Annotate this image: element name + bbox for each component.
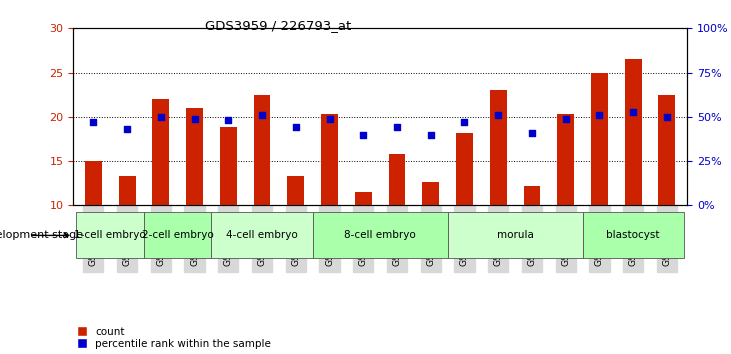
Point xyxy=(324,116,336,121)
Legend: count, percentile rank within the sample: count, percentile rank within the sample xyxy=(78,327,271,349)
Text: 8-cell embryo: 8-cell embryo xyxy=(344,230,416,240)
Bar xyxy=(77,212,144,258)
Bar xyxy=(186,108,203,205)
Bar xyxy=(254,95,270,205)
Bar xyxy=(152,99,170,205)
Text: 4-cell embryo: 4-cell embryo xyxy=(226,230,298,240)
Point xyxy=(627,109,639,114)
Bar xyxy=(557,114,574,205)
Bar xyxy=(625,59,642,205)
Text: 1-cell embryo: 1-cell embryo xyxy=(75,230,146,240)
Text: morula: morula xyxy=(496,230,534,240)
Point xyxy=(560,116,572,121)
Bar xyxy=(583,212,683,258)
Point xyxy=(256,112,268,118)
Point xyxy=(222,118,234,123)
Bar xyxy=(659,95,675,205)
Text: GDS3959 / 226793_at: GDS3959 / 226793_at xyxy=(205,19,351,33)
Bar xyxy=(220,127,237,205)
Point xyxy=(290,125,302,130)
Point xyxy=(594,112,605,118)
Point xyxy=(425,132,436,137)
Bar xyxy=(118,176,135,205)
Bar xyxy=(389,154,406,205)
Bar xyxy=(144,212,211,258)
Point xyxy=(189,116,200,121)
Bar xyxy=(523,186,540,205)
Point xyxy=(88,119,99,125)
Bar xyxy=(423,182,439,205)
Point xyxy=(493,112,504,118)
Point xyxy=(661,114,673,120)
Point xyxy=(155,114,167,120)
Bar xyxy=(490,90,507,205)
Bar xyxy=(313,212,447,258)
Bar xyxy=(447,212,583,258)
Bar xyxy=(85,161,102,205)
Bar xyxy=(211,212,313,258)
Point xyxy=(121,126,133,132)
Bar xyxy=(287,176,304,205)
Bar xyxy=(321,114,338,205)
Text: development stage: development stage xyxy=(0,230,83,240)
Text: blastocyst: blastocyst xyxy=(607,230,660,240)
Bar xyxy=(456,133,473,205)
Point xyxy=(357,132,369,137)
Text: 2-cell embryo: 2-cell embryo xyxy=(142,230,213,240)
Point xyxy=(391,125,403,130)
Point xyxy=(458,119,470,125)
Point xyxy=(526,130,538,136)
Bar xyxy=(591,73,608,205)
Bar xyxy=(355,192,371,205)
